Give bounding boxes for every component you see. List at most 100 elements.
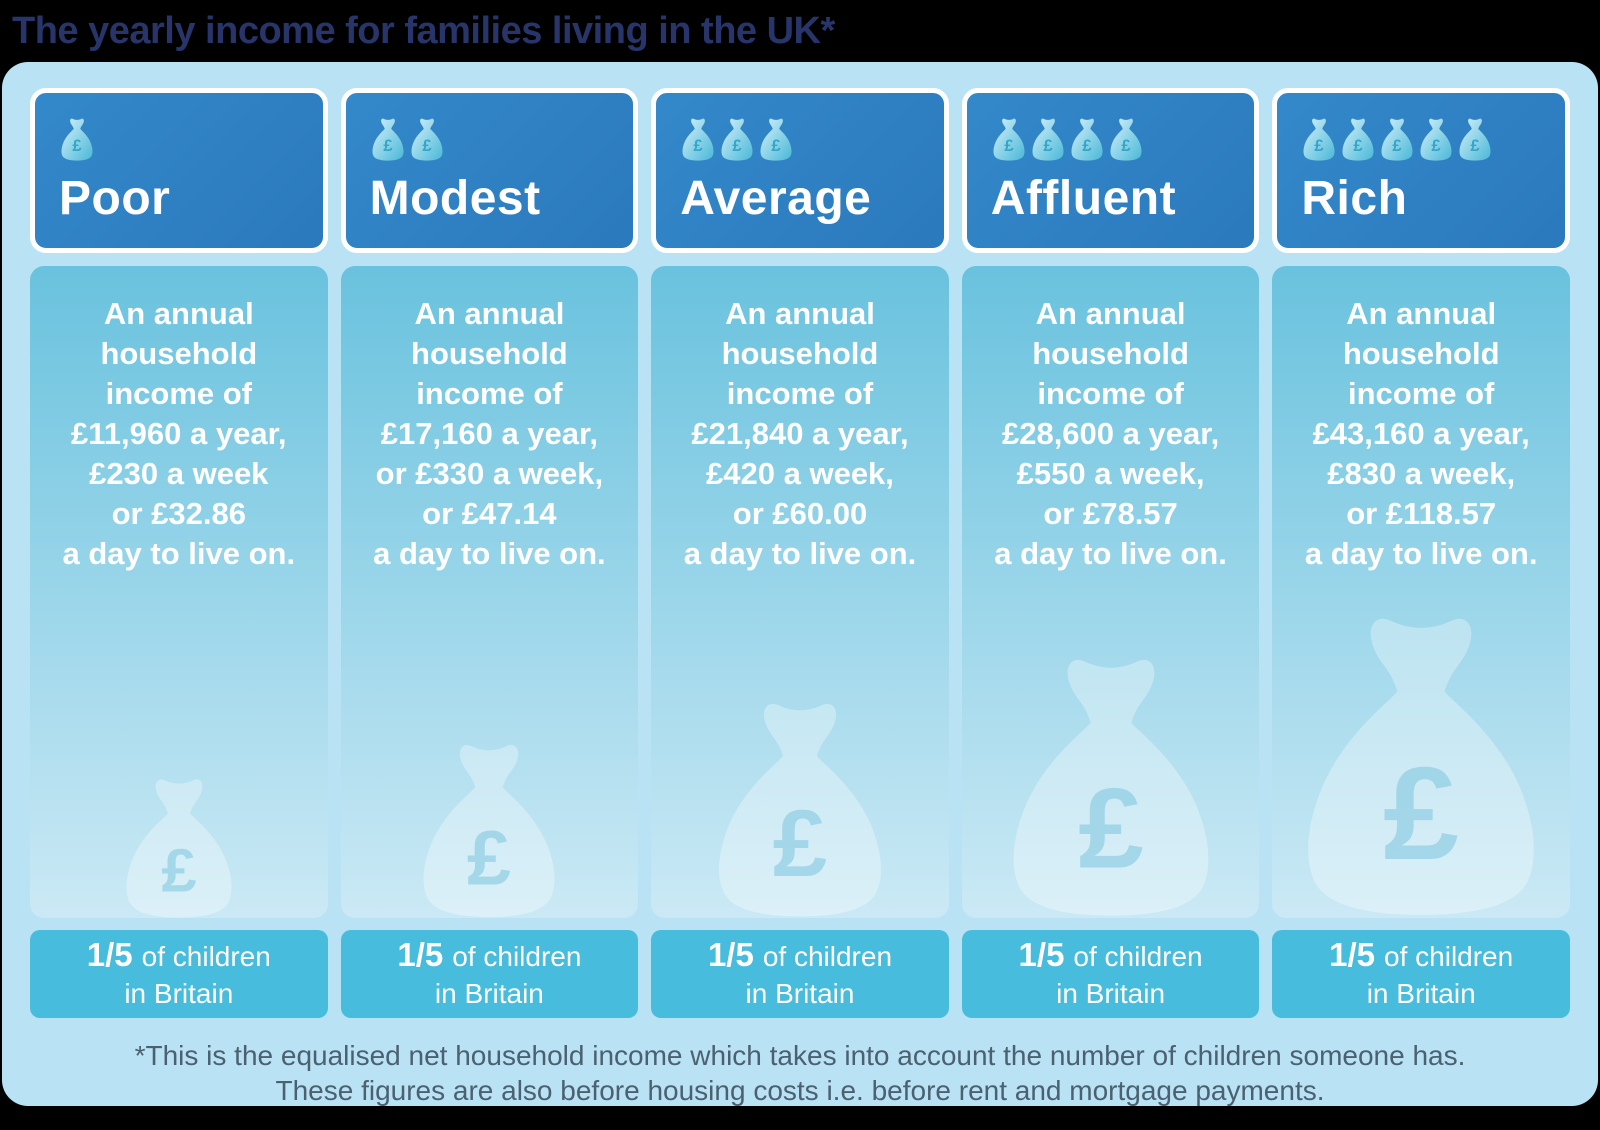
svg-text:£: £ — [1078, 764, 1143, 892]
money-bag-icon: £ — [1110, 118, 1142, 161]
badge-line1: 1/5 of children — [397, 936, 581, 975]
income-description: An annual household income of £21,840 a … — [683, 296, 917, 571]
badge-suffix: of children — [762, 941, 893, 972]
bag-icon-row: £ £ £ £ — [991, 113, 1255, 163]
column-label: Affluent — [990, 172, 1177, 225]
bag-icon-row: £ — [59, 113, 323, 163]
money-bag-watermark-icon: £ — [1013, 659, 1208, 916]
badge-fraction: 1/5 — [1018, 936, 1065, 973]
svg-text:£: £ — [1315, 136, 1325, 155]
badge-fraction: 1/5 — [707, 936, 754, 973]
svg-text:£: £ — [422, 136, 432, 155]
column-affluent: £ £ £ £ Affluent An annual household inc… — [961, 88, 1260, 1018]
bag-icon-row: £ £ — [370, 113, 634, 163]
children-share-badge: 1/5 of children in Britain — [651, 930, 949, 1018]
footnote-line2: These figures are also before housing co… — [275, 1075, 1325, 1106]
money-bag-icon: £ — [1420, 118, 1452, 161]
svg-text:£: £ — [1383, 741, 1459, 888]
children-share-badge: 1/5 of children in Britain — [30, 930, 328, 1018]
svg-text:£: £ — [161, 836, 196, 905]
svg-text:£: £ — [1004, 136, 1014, 155]
badge-fraction: 1/5 — [1329, 936, 1376, 973]
badge-suffix: of children — [452, 941, 582, 972]
bag-icon-row: £ £ £ — [680, 113, 944, 163]
svg-text:£: £ — [467, 815, 511, 902]
money-bag-icon: £ — [1071, 118, 1103, 161]
income-columns: £ Poor An annual household income of £11… — [30, 88, 1570, 1018]
badge-fraction: 1/5 — [86, 936, 133, 973]
children-share-badge: 1/5 of children in Britain — [340, 930, 639, 1018]
column-rich: £ £ £ £ £ Rich An annual household incom… — [1272, 88, 1570, 1018]
income-panel: An annual household income of £28,600 a … — [961, 266, 1260, 918]
children-share-badge: 1/5 of children in Britain — [961, 930, 1260, 1018]
badge-line1: 1/5 of children — [1019, 936, 1203, 975]
svg-text:£: £ — [773, 792, 827, 897]
column-label: Poor — [59, 172, 171, 225]
badge-suffix: of children — [1384, 941, 1514, 972]
svg-text:£: £ — [1121, 136, 1131, 155]
badge-suffix: of children — [141, 941, 271, 972]
money-bag-icon: £ — [411, 118, 443, 161]
svg-text:£: £ — [1432, 136, 1442, 155]
badge-line1: 1/5 of children — [708, 936, 892, 975]
money-bag-icon: £ — [1381, 118, 1413, 161]
badge-line2: in Britain — [1366, 978, 1476, 1009]
svg-text:£: £ — [72, 136, 82, 155]
money-bag-watermark-icon: £ — [423, 744, 555, 918]
money-bag-icon: £ — [372, 118, 404, 161]
badge-line1: 1/5 of children — [87, 936, 271, 975]
income-panel: An annual household income of £11,960 a … — [30, 266, 328, 918]
badge-fraction: 1/5 — [397, 936, 444, 973]
header-card-modest: £ £ Modest — [340, 88, 639, 253]
svg-text:£: £ — [1043, 136, 1053, 155]
footnote: *This is the equalised net household inc… — [30, 1038, 1570, 1108]
income-panel: An annual household income of £21,840 a … — [651, 266, 949, 918]
children-share-badge: 1/5 of children in Britain — [1272, 930, 1570, 1018]
svg-text:£: £ — [1354, 136, 1364, 155]
svg-text:£: £ — [383, 136, 393, 155]
money-bag-icon: £ — [760, 118, 792, 161]
column-label: Modest — [369, 172, 541, 225]
column-label: Average — [680, 172, 872, 225]
income-description: An annual household income of £17,160 a … — [373, 296, 606, 571]
badge-suffix: of children — [1073, 941, 1203, 972]
column-modest: £ £ Modest An annual household income of… — [340, 88, 639, 1018]
bag-icon-row: £ £ £ £ £ — [1301, 113, 1565, 163]
money-bag-icon: £ — [721, 118, 753, 161]
column-average: £ £ £ Average An annual household income… — [651, 88, 949, 1018]
svg-text:£: £ — [1393, 136, 1403, 155]
income-description: An annual household income of £28,600 a … — [994, 296, 1227, 571]
header-card-rich: £ £ £ £ £ Rich — [1272, 88, 1570, 253]
badge-line1: 1/5 of children — [1329, 936, 1513, 975]
svg-text:£: £ — [772, 136, 782, 155]
badge-line2: in Britain — [745, 978, 855, 1009]
svg-text:£: £ — [694, 136, 704, 155]
column-poor: £ Poor An annual household income of £11… — [30, 88, 328, 1018]
income-panel: An annual household income of £43,160 a … — [1272, 266, 1570, 918]
money-bag-icon: £ — [61, 118, 93, 161]
footnote-line1: *This is the equalised net household inc… — [134, 1040, 1466, 1071]
money-bag-icon: £ — [682, 118, 714, 161]
badge-line2: in Britain — [124, 978, 234, 1009]
money-bag-watermark-icon: £ — [126, 779, 232, 918]
money-bag-icon: £ — [1303, 118, 1335, 161]
income-description: An annual household income of £43,160 a … — [1304, 296, 1538, 571]
header-card-affluent: £ £ £ £ Affluent — [961, 88, 1260, 253]
income-panel: An annual household income of £17,160 a … — [340, 266, 639, 918]
header-card-poor: £ Poor — [30, 88, 328, 253]
money-bag-icon: £ — [993, 118, 1025, 161]
svg-text:£: £ — [1471, 136, 1481, 155]
infographic-panel: £ Poor An annual household income of £11… — [2, 62, 1598, 1106]
income-description: An annual household income of £11,960 a … — [62, 296, 296, 571]
money-bag-watermark-icon: £ — [1308, 618, 1535, 915]
svg-text:£: £ — [1082, 136, 1092, 155]
column-label: Rich — [1301, 172, 1408, 225]
header-card-average: £ £ £ Average — [651, 88, 949, 253]
money-bag-watermark-icon: £ — [718, 703, 881, 917]
money-bag-icon: £ — [1032, 118, 1064, 161]
page-title: The yearly income for families living in… — [12, 9, 835, 52]
badge-line2: in Britain — [434, 978, 544, 1009]
money-bag-icon: £ — [1459, 118, 1491, 161]
badge-line2: in Britain — [1056, 978, 1166, 1009]
money-bag-icon: £ — [1342, 118, 1374, 161]
